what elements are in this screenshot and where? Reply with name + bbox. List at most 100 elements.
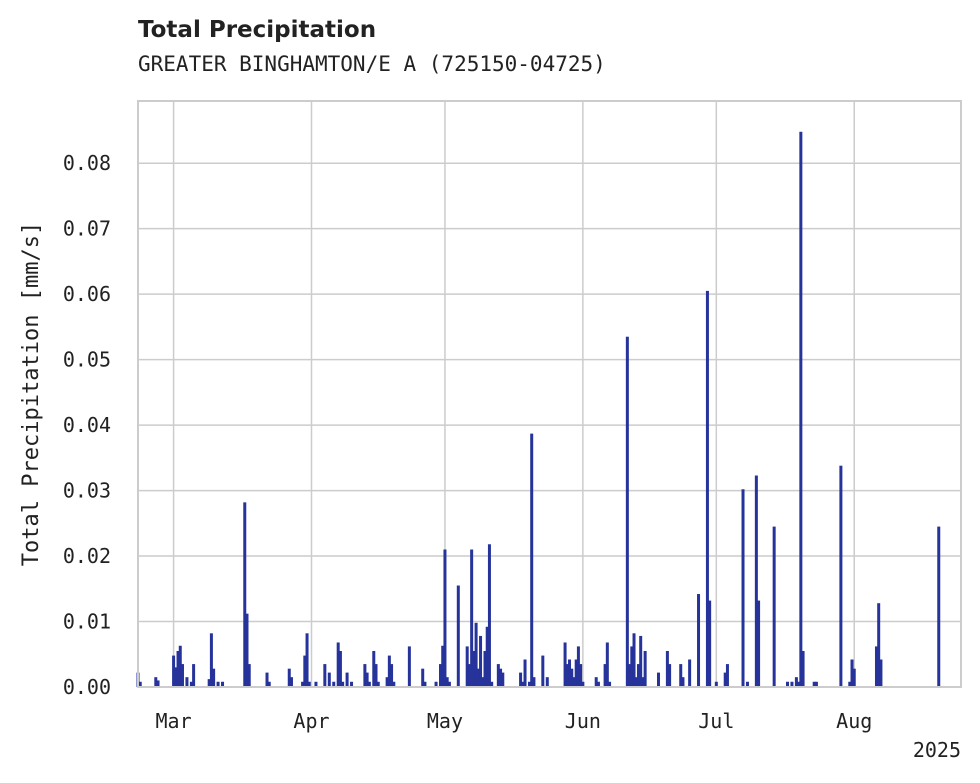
x-tick-label: Jun xyxy=(565,709,601,733)
x-tick-label: May xyxy=(427,709,463,733)
precip-bar xyxy=(705,290,709,687)
precip-bar xyxy=(447,681,451,687)
precip-bar xyxy=(390,664,394,687)
y-tick-label: 0.08 xyxy=(63,151,111,175)
precip-bar xyxy=(801,650,805,687)
precip-bar xyxy=(723,672,727,687)
bar-series xyxy=(136,131,941,687)
precip-bar xyxy=(581,681,585,687)
precip-bar xyxy=(741,489,745,687)
precip-bar xyxy=(476,668,480,687)
precip-bar xyxy=(207,679,211,687)
precip-bar xyxy=(374,664,378,687)
precip-bar xyxy=(794,677,798,687)
precip-bar xyxy=(608,681,612,687)
y-tick-label: 0.07 xyxy=(63,217,111,241)
precip-bar xyxy=(579,664,583,687)
precip-bar xyxy=(545,677,549,687)
x-tick-label: Jul xyxy=(698,709,734,733)
precip-bar xyxy=(745,681,749,687)
precip-bar xyxy=(572,677,576,687)
precip-bar xyxy=(221,681,225,687)
precip-bar xyxy=(487,544,491,687)
precip-bar xyxy=(289,677,293,687)
precip-bar xyxy=(563,642,567,687)
plot-frame xyxy=(137,100,962,688)
precip-bar xyxy=(937,526,941,687)
precip-bar xyxy=(530,433,534,687)
precip-bar xyxy=(314,681,318,687)
precip-bar xyxy=(568,659,572,687)
precip-bar xyxy=(185,677,189,687)
precip-bar xyxy=(519,672,523,687)
precip-bar xyxy=(499,668,503,687)
precip-bar xyxy=(708,600,712,687)
precip-bar xyxy=(287,668,291,687)
y-tick-label: 0.00 xyxy=(63,675,111,699)
precip-bar xyxy=(639,635,643,687)
precip-bar xyxy=(772,526,776,687)
precip-bar xyxy=(630,646,634,687)
precip-bar xyxy=(681,677,685,687)
precip-bar xyxy=(496,664,500,687)
precip-bar xyxy=(439,664,443,687)
precip-bar xyxy=(216,681,220,687)
precip-bar xyxy=(757,600,761,687)
precip-bar xyxy=(814,681,818,687)
precip-bar xyxy=(754,475,758,687)
precip-bar xyxy=(790,681,794,687)
precip-bar xyxy=(303,655,307,687)
precip-bar xyxy=(301,681,305,687)
precip-bar xyxy=(172,655,176,687)
precip-bar xyxy=(474,622,478,687)
precip-bar xyxy=(574,659,578,687)
precip-bar xyxy=(490,681,494,687)
precip-bar xyxy=(839,465,843,687)
precip-bar xyxy=(456,585,460,687)
precip-bar xyxy=(385,677,389,687)
precip-bar xyxy=(365,672,369,687)
y-tick-label: 0.01 xyxy=(63,610,111,634)
precip-bar xyxy=(372,650,376,687)
precip-bar xyxy=(879,659,883,687)
precip-bar xyxy=(336,642,340,687)
precip-bar xyxy=(387,655,391,687)
precip-bar xyxy=(481,677,485,687)
precip-bar xyxy=(338,650,342,687)
precip-bar xyxy=(596,681,600,687)
precip-bar xyxy=(799,131,803,687)
year-label: 2025 xyxy=(913,738,961,762)
precip-bar xyxy=(485,626,489,687)
precip-bar xyxy=(156,680,160,687)
precip-bar xyxy=(874,646,878,687)
precip-bar xyxy=(565,664,569,687)
precip-bar xyxy=(323,664,327,687)
precip-bar xyxy=(848,681,852,687)
y-tick-label: 0.06 xyxy=(63,282,111,306)
precip-bar xyxy=(483,650,487,687)
precip-bar xyxy=(877,603,881,687)
precip-bar xyxy=(523,659,527,687)
precip-bar xyxy=(532,677,536,687)
precip-bar xyxy=(656,672,660,687)
precip-bar xyxy=(434,681,438,687)
precip-bar xyxy=(154,677,158,687)
precip-bar xyxy=(209,633,213,687)
precip-bar xyxy=(247,664,251,687)
y-axis-title: Total Precipitation [mm/s] xyxy=(19,222,44,566)
precip-bar xyxy=(421,668,425,687)
precip-bar xyxy=(267,681,271,687)
precip-bar xyxy=(443,549,447,687)
precip-bar xyxy=(307,681,311,687)
precip-bar xyxy=(605,642,609,687)
precip-bar xyxy=(212,668,216,687)
precip-bar xyxy=(852,668,856,687)
x-tick-label: Mar xyxy=(156,709,192,733)
precip-bar xyxy=(189,681,193,687)
precip-bar xyxy=(625,336,629,687)
y-tick-label: 0.05 xyxy=(63,348,111,372)
precip-bar xyxy=(643,650,647,687)
precip-bar xyxy=(423,681,427,687)
precip-bar xyxy=(174,667,178,687)
y-tick-labels: 0.00 0.01 0.02 0.03 0.04 0.05 0.06 0.07 0.08 xyxy=(63,151,111,699)
